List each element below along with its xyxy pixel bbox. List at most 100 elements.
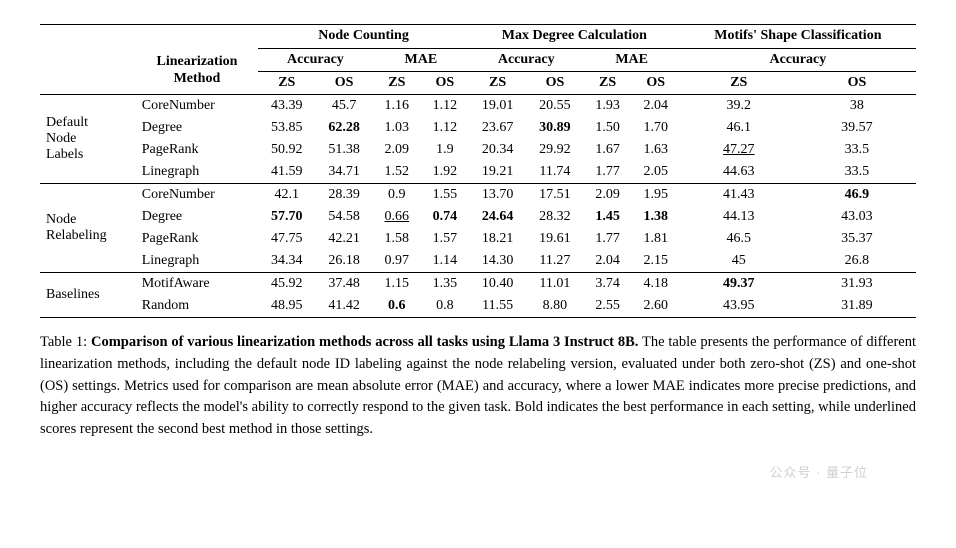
- value-cell: 50.92: [258, 139, 315, 161]
- value-cell: 11.27: [526, 250, 583, 273]
- method-cell: CoreNumber: [136, 184, 258, 207]
- value-cell: 37.48: [315, 273, 372, 296]
- metric-mae-2: MAE: [584, 49, 680, 72]
- value-cell: 1.9: [421, 139, 469, 161]
- value-cell: 2.09: [584, 184, 632, 207]
- table-row: Linegraph41.5934.711.521.9219.2111.741.7…: [40, 161, 916, 184]
- value-cell: 48.95: [258, 295, 315, 318]
- value-cell: 11.74: [526, 161, 583, 184]
- value-cell: 3.74: [584, 273, 632, 296]
- value-cell: 1.55: [421, 184, 469, 207]
- value-cell: 2.04: [584, 250, 632, 273]
- value-cell: 46.1: [680, 117, 798, 139]
- group-node-counting: Node Counting: [258, 25, 469, 49]
- value-cell: 19.01: [469, 95, 526, 118]
- value-cell: 1.57: [421, 228, 469, 250]
- value-cell: 46.9: [798, 184, 916, 207]
- metric-mae-1: MAE: [373, 49, 469, 72]
- table-row: PageRank50.9251.382.091.920.3429.921.671…: [40, 139, 916, 161]
- value-cell: 24.64: [469, 206, 526, 228]
- value-cell: 0.8: [421, 295, 469, 318]
- table-row: Degree57.7054.580.660.7424.6428.321.451.…: [40, 206, 916, 228]
- value-cell: 19.61: [526, 228, 583, 250]
- table-row: Degree53.8562.281.031.1223.6730.891.501.…: [40, 117, 916, 139]
- value-cell: 31.89: [798, 295, 916, 318]
- method-cell: Degree: [136, 206, 258, 228]
- value-cell: 29.92: [526, 139, 583, 161]
- zs-header: ZS: [584, 72, 632, 95]
- value-cell: 26.8: [798, 250, 916, 273]
- value-cell: 45.92: [258, 273, 315, 296]
- value-cell: 1.12: [421, 117, 469, 139]
- os-header: OS: [526, 72, 583, 95]
- value-cell: 39.57: [798, 117, 916, 139]
- value-cell: 62.28: [315, 117, 372, 139]
- table-caption: Table 1: Comparison of various lineariza…: [40, 332, 916, 441]
- value-cell: 1.16: [373, 95, 421, 118]
- blank-header: [40, 25, 258, 49]
- table-body: DefaultNodeLabelsCoreNumber43.3945.71.16…: [40, 95, 916, 318]
- value-cell: 28.32: [526, 206, 583, 228]
- value-cell: 0.97: [373, 250, 421, 273]
- table-row: Random48.9541.420.60.811.558.802.552.604…: [40, 295, 916, 318]
- method-cell: Random: [136, 295, 258, 318]
- zs-header: ZS: [469, 72, 526, 95]
- value-cell: 38: [798, 95, 916, 118]
- value-cell: 30.89: [526, 117, 583, 139]
- value-cell: 31.93: [798, 273, 916, 296]
- value-cell: 1.12: [421, 95, 469, 118]
- method-cell: Degree: [136, 117, 258, 139]
- value-cell: 4.18: [632, 273, 680, 296]
- value-cell: 46.5: [680, 228, 798, 250]
- linearization-method-header: Linearization Method: [136, 49, 258, 95]
- value-cell: 1.14: [421, 250, 469, 273]
- value-cell: 0.74: [421, 206, 469, 228]
- value-cell: 23.67: [469, 117, 526, 139]
- value-cell: 1.50: [584, 117, 632, 139]
- zs-header: ZS: [373, 72, 421, 95]
- method-cell: MotifAware: [136, 273, 258, 296]
- zs-header: ZS: [680, 72, 798, 95]
- os-header: OS: [798, 72, 916, 95]
- section-label: Baselines: [40, 273, 136, 318]
- value-cell: 17.51: [526, 184, 583, 207]
- value-cell: 41.42: [315, 295, 372, 318]
- value-cell: 0.66: [373, 206, 421, 228]
- value-cell: 1.38: [632, 206, 680, 228]
- value-cell: 42.21: [315, 228, 372, 250]
- value-cell: 1.70: [632, 117, 680, 139]
- method-cell: Linegraph: [136, 161, 258, 184]
- value-cell: 43.39: [258, 95, 315, 118]
- value-cell: 45.7: [315, 95, 372, 118]
- lin-line1: Linearization: [156, 54, 237, 69]
- value-cell: 20.55: [526, 95, 583, 118]
- value-cell: 0.9: [373, 184, 421, 207]
- value-cell: 8.80: [526, 295, 583, 318]
- value-cell: 2.09: [373, 139, 421, 161]
- value-cell: 53.85: [258, 117, 315, 139]
- value-cell: 1.35: [421, 273, 469, 296]
- zs-header: ZS: [258, 72, 315, 95]
- caption-title: Comparison of various linearization meth…: [91, 334, 638, 350]
- value-cell: 47.27: [680, 139, 798, 161]
- value-cell: 54.58: [315, 206, 372, 228]
- blank-header: [40, 72, 136, 95]
- value-cell: 26.18: [315, 250, 372, 273]
- method-cell: PageRank: [136, 139, 258, 161]
- value-cell: 1.93: [584, 95, 632, 118]
- value-cell: 2.04: [632, 95, 680, 118]
- metric-accuracy-2: Accuracy: [469, 49, 584, 72]
- value-cell: 34.71: [315, 161, 372, 184]
- value-cell: 28.39: [315, 184, 372, 207]
- value-cell: 42.1: [258, 184, 315, 207]
- value-cell: 10.40: [469, 273, 526, 296]
- value-cell: 11.55: [469, 295, 526, 318]
- value-cell: 1.95: [632, 184, 680, 207]
- table-row: BaselinesMotifAware45.9237.481.151.3510.…: [40, 273, 916, 296]
- value-cell: 20.34: [469, 139, 526, 161]
- value-cell: 44.13: [680, 206, 798, 228]
- table-figure: Node Counting Max Degree Calculation Mot…: [40, 24, 916, 441]
- value-cell: 1.63: [632, 139, 680, 161]
- value-cell: 39.2: [680, 95, 798, 118]
- watermark: 公众号 · 量子位: [769, 462, 868, 481]
